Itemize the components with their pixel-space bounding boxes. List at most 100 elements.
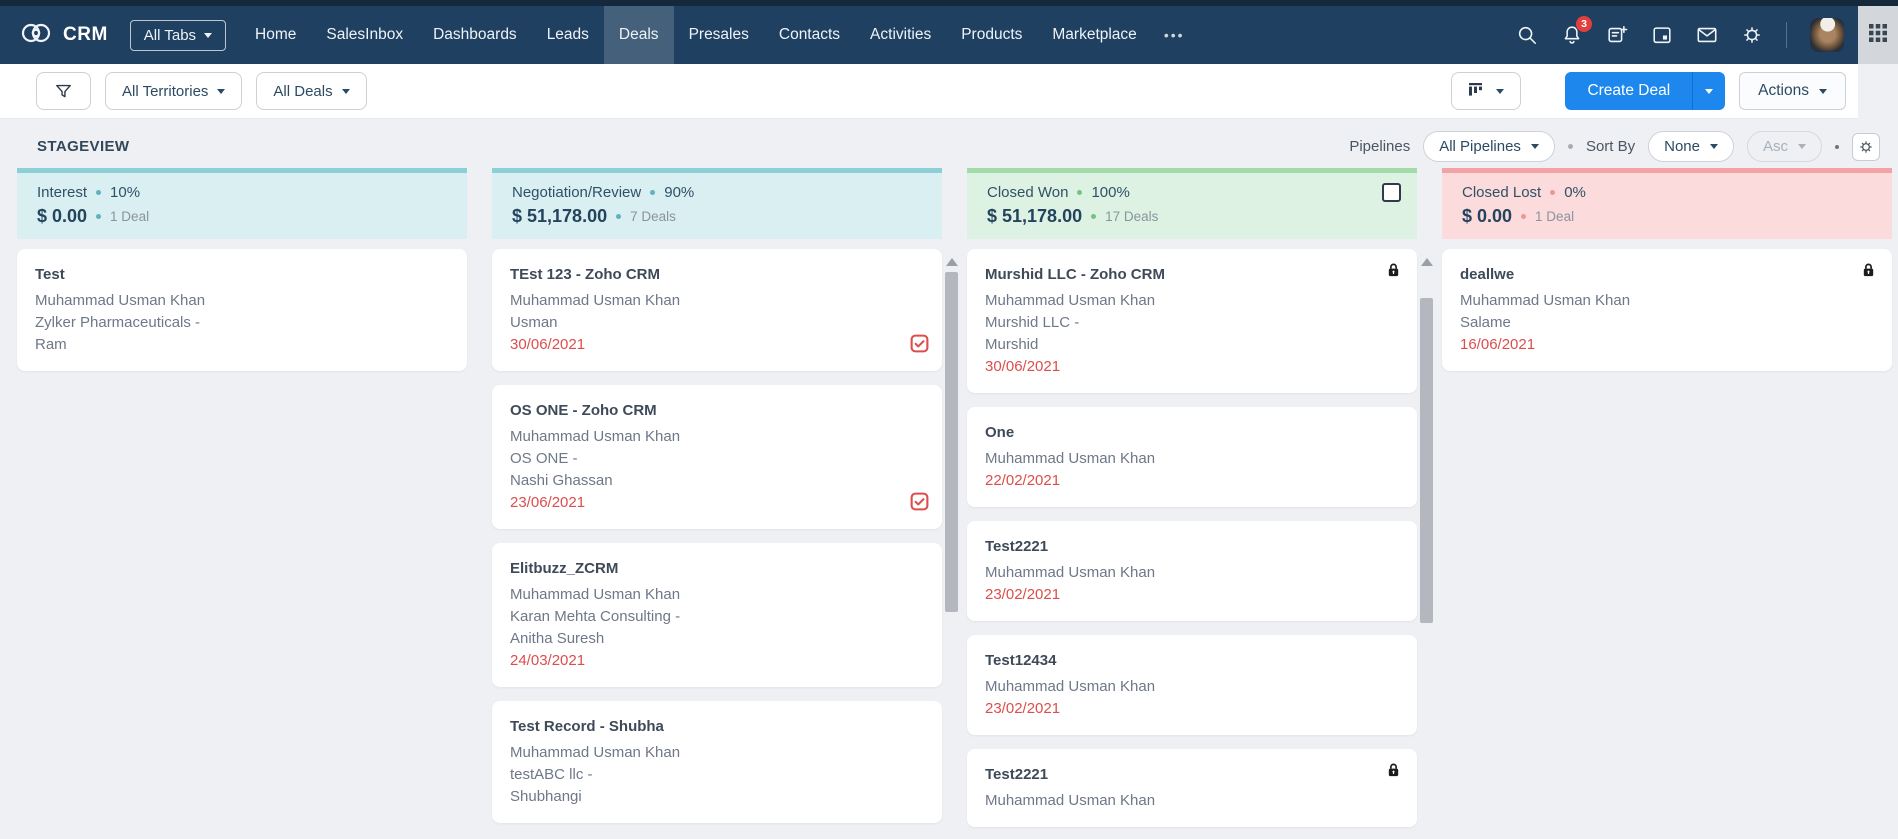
dot-separator — [96, 190, 102, 195]
stage-name: Interest — [37, 184, 88, 201]
kanban-view-dropdown[interactable] — [1451, 72, 1522, 110]
stage-column-closed-lost: Closed Lost 0% $ 0.00 1 Deal deallwe Muh… — [1442, 168, 1892, 371]
quick-create-note-icon[interactable] — [1606, 24, 1628, 46]
deal-name[interactable]: Test Record - Shubha — [510, 718, 664, 735]
scroll-up-arrow-icon[interactable] — [1421, 252, 1433, 266]
stage-deal-count: 7 Deals — [630, 209, 676, 224]
select-all-checkbox[interactable] — [1382, 183, 1401, 202]
dot-separator — [1521, 214, 1527, 219]
sort-direction-dropdown: Asc — [1746, 131, 1822, 162]
nav-item-activities[interactable]: Activities — [870, 26, 932, 43]
stage-percent: 90% — [664, 184, 695, 201]
scrollbar-thumb[interactable] — [945, 272, 958, 612]
deal-card[interactable]: OS ONE - Zoho CRM Muhammad Usman Khan OS… — [492, 385, 942, 529]
deal-card[interactable]: Test Record - Shubha Muhammad Usman Khan… — [492, 701, 942, 823]
deal-closing-date: 24/03/2021 — [510, 652, 586, 669]
nav-item-products[interactable]: Products — [961, 26, 1023, 43]
deal-card[interactable]: Murshid LLC - Zoho CRM Muhammad Usman Kh… — [967, 249, 1417, 393]
deal-name[interactable]: OS ONE - Zoho CRM — [510, 402, 657, 419]
deal-owner: Muhammad Usman Khan — [510, 428, 681, 445]
nav-item-home[interactable]: Home — [255, 26, 297, 43]
more-tabs-icon[interactable]: ••• — [1163, 27, 1185, 43]
overdue-task-icon[interactable] — [909, 333, 930, 359]
deal-account: Zylker Pharmaceuticals - — [35, 314, 201, 331]
overdue-task-icon[interactable] — [909, 491, 930, 517]
deal-name[interactable]: One — [985, 424, 1015, 441]
scroll-up-arrow-icon[interactable] — [946, 252, 958, 266]
deal-owner: Muhammad Usman Khan — [985, 564, 1156, 581]
user-avatar[interactable] — [1810, 18, 1844, 52]
deal-card[interactable]: Elitbuzz_ZCRM Muhammad Usman Khan Karan … — [492, 543, 942, 687]
nav-item-contacts[interactable]: Contacts — [778, 26, 841, 43]
notification-badge: 3 — [1576, 16, 1592, 32]
nav-item-marketplace[interactable]: Marketplace — [1052, 26, 1137, 43]
notifications-bell-icon[interactable]: 3 — [1561, 16, 1592, 46]
column-scrollbar[interactable] — [1420, 252, 1433, 623]
stage-amount: $ 0.00 — [1462, 206, 1513, 226]
nav-item-presales[interactable]: Presales — [688, 26, 749, 43]
deals-stage-view: STAGEVIEW Pipelines All Pipelines Sort B… — [0, 119, 1898, 839]
all-tabs-dropdown[interactable]: All Tabs — [129, 19, 227, 51]
deal-name[interactable]: Test2221 — [985, 538, 1049, 555]
deal-name[interactable]: TEst 123 - Zoho CRM — [510, 266, 661, 283]
filter-funnel-button[interactable] — [36, 72, 91, 110]
deal-card[interactable]: deallwe Muhammad Usman Khan Salame 16/06… — [1442, 249, 1892, 371]
deal-name[interactable]: Test — [35, 266, 65, 283]
deal-card[interactable]: Test12434 Muhammad Usman Khan 23/02/2021 — [967, 635, 1417, 735]
deal-owner: Muhammad Usman Khan — [1460, 292, 1631, 309]
nav-item-leads[interactable]: Leads — [546, 26, 589, 43]
stage-percent: 10% — [110, 184, 141, 201]
nav-item-salesinbox[interactable]: SalesInbox — [326, 26, 404, 43]
calendar-icon[interactable] — [1651, 24, 1673, 46]
deal-name[interactable]: Elitbuzz_ZCRM — [510, 560, 619, 577]
deal-contact: Anitha Suresh — [510, 630, 605, 647]
deal-name[interactable]: Murshid LLC - Zoho CRM — [985, 266, 1165, 283]
toolbar-right-group: Create Deal Actions — [1451, 72, 1846, 110]
nav-item-dashboards[interactable]: Dashboards — [433, 26, 517, 43]
stage-column-header: Closed Lost 0% $ 0.00 1 Deal — [1442, 168, 1892, 239]
deal-owner: Muhammad Usman Khan — [985, 792, 1156, 809]
actions-label: Actions — [1758, 82, 1809, 99]
deal-contact: Nashi Ghassan — [510, 472, 613, 489]
deals-view-label: All Deals — [273, 82, 333, 100]
scrollbar-thumb[interactable] — [1420, 298, 1433, 623]
app-title: CRM — [63, 24, 108, 45]
stage-settings-button[interactable] — [1852, 132, 1880, 161]
deal-closing-date: 23/02/2021 — [985, 586, 1061, 603]
search-icon[interactable] — [1516, 24, 1538, 46]
settings-gear-icon[interactable] — [1741, 24, 1763, 46]
stage-amount: $ 51,178.00 — [512, 206, 608, 226]
deal-card[interactable]: TEst 123 - Zoho CRM Muhammad Usman Khan … — [492, 249, 942, 371]
deal-owner: Muhammad Usman Khan — [510, 586, 681, 603]
separator-dot — [1567, 144, 1573, 149]
deals-view-dropdown[interactable]: All Deals — [256, 72, 367, 110]
brand[interactable]: CRM — [0, 21, 122, 50]
deal-name[interactable]: Test12434 — [985, 652, 1057, 669]
deal-card[interactable]: Test Muhammad Usman Khan Zylker Pharmace… — [17, 249, 467, 371]
actions-dropdown-button[interactable]: Actions — [1739, 72, 1846, 110]
deal-owner: Muhammad Usman Khan — [985, 678, 1156, 695]
apps-grid-icon[interactable] — [1868, 23, 1888, 48]
deal-card[interactable]: Test2221 Muhammad Usman Khan 23/02/2021 — [967, 521, 1417, 621]
stage-column-closed-won: Closed Won 100% $ 51,178.00 17 Deals Mur… — [967, 168, 1433, 827]
create-deal-dropdown-arrow[interactable] — [1692, 72, 1726, 110]
deal-card[interactable]: One Muhammad Usman Khan 22/02/2021 — [967, 407, 1417, 507]
column-scrollbar[interactable] — [945, 252, 958, 612]
mail-icon[interactable] — [1696, 24, 1718, 46]
nav-item-deals[interactable]: Deals — [603, 6, 674, 64]
chevron-down-icon — [217, 88, 226, 98]
dot-separator — [96, 214, 102, 219]
create-deal-button[interactable]: Create Deal — [1565, 72, 1693, 110]
territories-filter-dropdown[interactable]: All Territories — [105, 72, 243, 110]
deal-card[interactable]: Test2221 Muhammad Usman Khan — [967, 749, 1417, 827]
chevron-down-icon — [1709, 144, 1718, 153]
deal-name[interactable]: Test2221 — [985, 766, 1049, 783]
chevron-down-icon — [341, 88, 350, 98]
pipelines-dropdown[interactable]: All Pipelines — [1423, 131, 1555, 162]
sort-field-dropdown[interactable]: None — [1648, 131, 1734, 162]
window-top-strip — [0, 0, 1898, 6]
deal-closing-date: 22/02/2021 — [985, 472, 1061, 489]
deal-contact: Salame — [1460, 314, 1511, 331]
locked-record-icon — [1386, 762, 1401, 783]
deal-name[interactable]: deallwe — [1460, 266, 1515, 283]
